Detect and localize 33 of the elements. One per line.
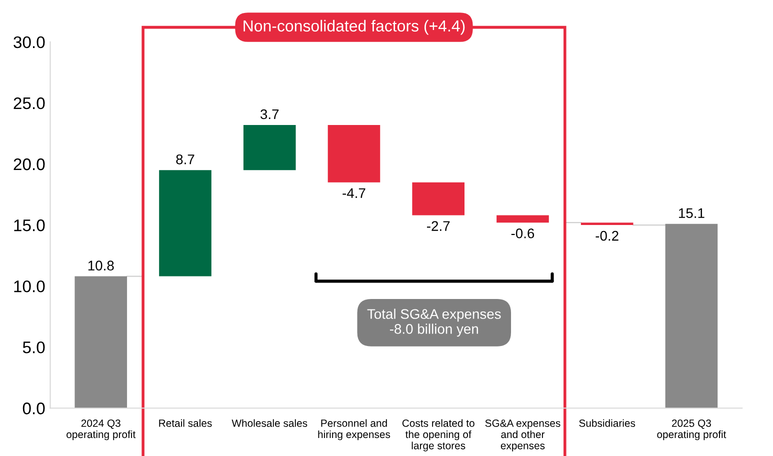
data-label: 15.1 (679, 208, 704, 218)
x-tick-label: 2024 Q3 operating profit (66, 420, 136, 440)
bar (580, 222, 634, 226)
x-tick-label: 2025 Q3 operating profit (657, 420, 726, 440)
x-tick-label: Wholesale sales (232, 419, 308, 427)
y-tick-label: 15.0 (14, 219, 45, 232)
x-tick-label: Personnel and hiring expenses (318, 419, 390, 440)
band-label: Non-consolidated factors (+4.4) (244, 20, 465, 35)
x-tick-label: Costs related to the opening of large stores (402, 419, 474, 452)
y-tick-label: 10.0 (14, 280, 45, 292)
data-label: -2.7 (427, 221, 450, 231)
bar (665, 224, 718, 408)
annotation: Total SG&A expenses -8.0 billion yen (367, 308, 501, 337)
y-tick-label: 20.0 (14, 158, 45, 170)
y-tick-label: 0.0 (22, 402, 45, 414)
data-label: 8.7 (176, 154, 194, 164)
data-label: -0.2 (596, 230, 618, 241)
y-tick-label: 5.0 (22, 341, 45, 354)
bar (243, 124, 296, 170)
y-tick-label: 30.0 (14, 36, 45, 48)
data-label: -0.6 (511, 228, 534, 238)
x-tick-label: Subsidiaries (579, 419, 636, 427)
bar (328, 124, 380, 182)
data-label: -4.7 (342, 188, 366, 198)
bar (412, 182, 464, 216)
x-tick-label: Retail sales (159, 419, 212, 427)
data-label: 10.8 (88, 260, 114, 271)
x-tick-label: SG&A expenses and other expenses (485, 420, 560, 452)
bar (159, 170, 212, 276)
data-label: 3.7 (260, 109, 279, 120)
bar (74, 276, 128, 408)
bar (496, 215, 549, 223)
y-tick-label: 25.0 (14, 97, 45, 110)
